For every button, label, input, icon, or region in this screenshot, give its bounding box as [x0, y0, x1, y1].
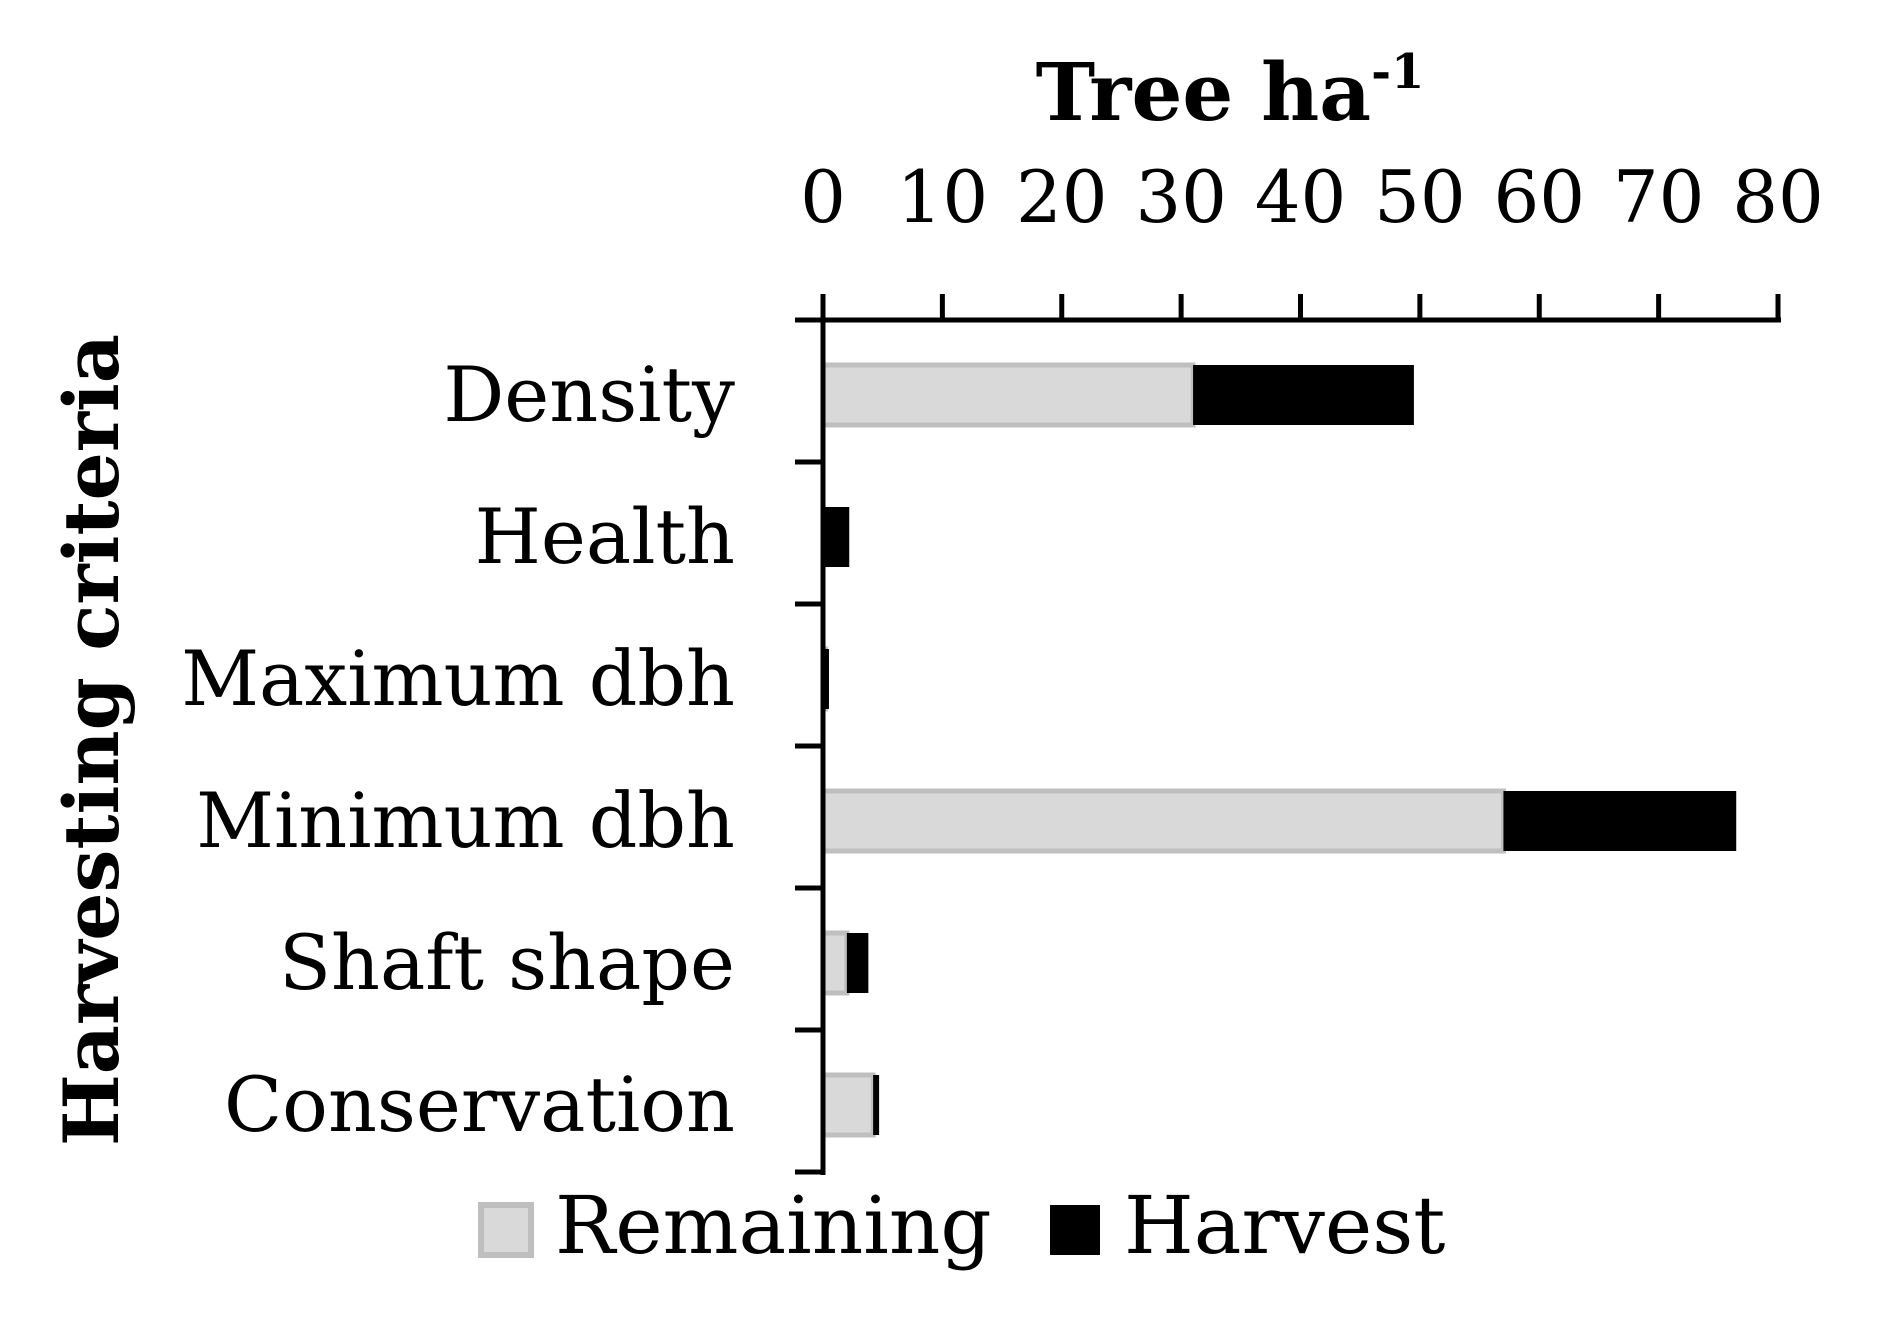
x-tick-label: 40 — [1255, 155, 1347, 239]
x-axis-title-superscript: -1 — [1371, 44, 1424, 100]
category-label: Maximum dbh — [181, 634, 735, 723]
legend-label-harvest: Harvest — [1124, 1179, 1445, 1272]
bar-harvest — [1193, 365, 1414, 425]
category-label: Minimum dbh — [196, 776, 735, 865]
category-label: Shaft shape — [279, 918, 735, 1007]
y-axis-title: Harvesting criteria — [47, 334, 136, 1146]
x-tick-label: 70 — [1613, 155, 1705, 239]
bar-harvest — [873, 1075, 880, 1135]
category-label: Conservation — [224, 1060, 735, 1149]
bar-harvest — [823, 507, 850, 567]
bar-remaining — [820, 788, 1506, 854]
bar-remaining — [820, 1072, 876, 1138]
axes — [795, 294, 1781, 1175]
x-tick-label: 10 — [897, 155, 989, 239]
bar-harvest — [1503, 791, 1737, 851]
x-tick-labels: 0 10 20 30 40 50 60 70 80 — [800, 155, 1824, 239]
legend-label-remaining: Remaining — [555, 1179, 992, 1272]
x-tick-label: 80 — [1732, 155, 1824, 239]
bar-harvest — [825, 649, 829, 709]
legend: Remaining Harvest — [478, 1179, 1445, 1272]
legend-swatch-harvest — [1050, 1205, 1100, 1255]
bar-harvest — [846, 933, 869, 993]
bar-remaining — [820, 362, 1196, 428]
category-label: Density — [443, 350, 735, 439]
legend-swatch-remaining — [478, 1202, 534, 1258]
bar-remaining — [820, 930, 850, 996]
x-axis-title-text: Tree ha — [1036, 45, 1372, 139]
x-tick-label: 30 — [1135, 155, 1227, 239]
category-labels: Density Health Maximum dbh Minimum dbh Shaf… — [181, 350, 735, 1149]
x-axis-title: Tree ha-1 — [1036, 44, 1425, 139]
x-tick-label: 20 — [1016, 155, 1108, 239]
x-tick-label: 0 — [800, 155, 846, 239]
x-tick-label: 60 — [1493, 155, 1585, 239]
x-tick-label: 50 — [1374, 155, 1466, 239]
category-label: Health — [475, 492, 735, 581]
bars — [820, 362, 1737, 1138]
